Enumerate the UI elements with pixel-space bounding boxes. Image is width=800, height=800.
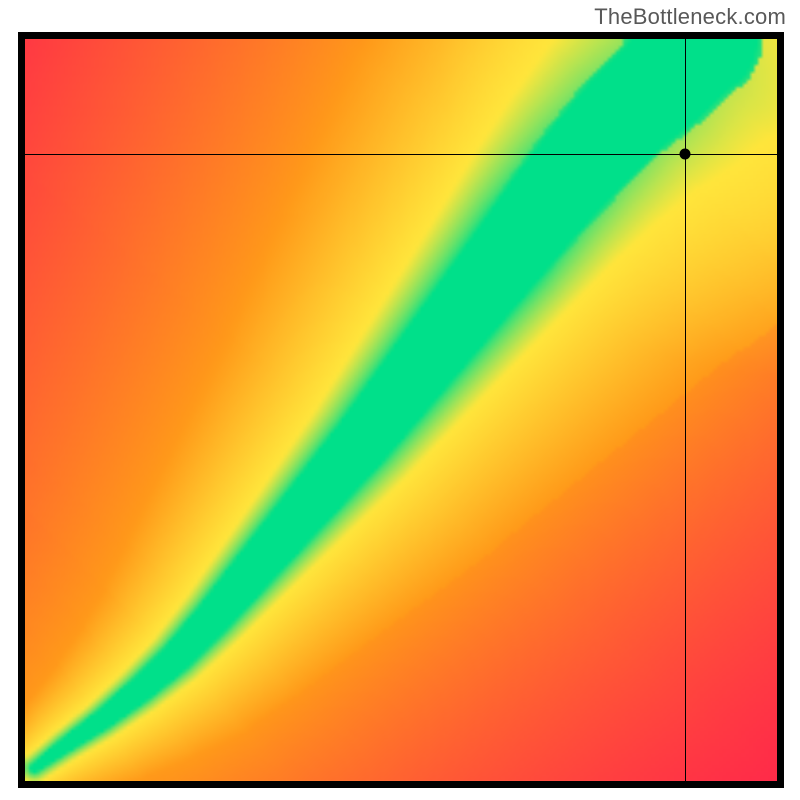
crosshair-marker xyxy=(680,149,691,160)
chart-frame xyxy=(18,32,784,788)
crosshair-horizontal xyxy=(25,154,777,155)
chart-inner xyxy=(25,39,777,781)
heatmap-canvas xyxy=(25,39,777,781)
watermark: TheBottleneck.com xyxy=(594,4,786,30)
